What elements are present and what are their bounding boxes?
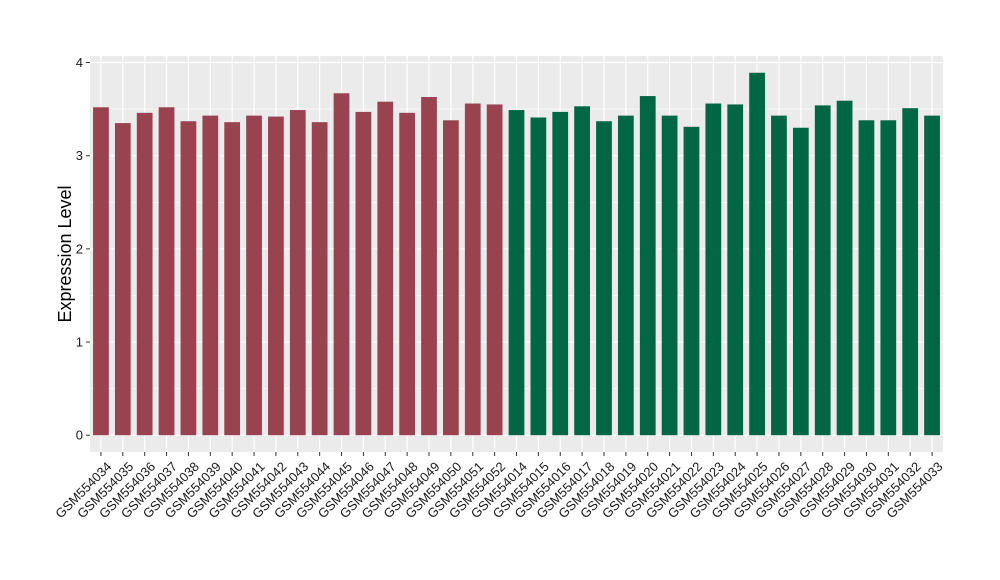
bar bbox=[771, 115, 787, 436]
bar bbox=[814, 105, 831, 436]
y-tick-label: 1 bbox=[76, 335, 83, 350]
bar bbox=[661, 115, 678, 436]
bar bbox=[596, 121, 612, 436]
bar bbox=[333, 93, 350, 436]
bar-layer bbox=[93, 72, 940, 436]
y-axis-title: Expression Level bbox=[55, 185, 75, 322]
bar bbox=[399, 112, 416, 436]
bar bbox=[93, 107, 109, 436]
bar bbox=[180, 121, 197, 436]
bar bbox=[508, 110, 525, 436]
bar bbox=[727, 104, 744, 436]
bar bbox=[158, 107, 175, 436]
bar bbox=[421, 96, 437, 436]
bar bbox=[136, 112, 153, 436]
bar bbox=[224, 122, 241, 436]
y-tick-label: 3 bbox=[76, 148, 83, 163]
y-tick-label: 2 bbox=[76, 241, 83, 256]
bar bbox=[443, 120, 459, 436]
bar bbox=[574, 106, 590, 436]
bar bbox=[202, 115, 219, 436]
y-axis: 0 1 2 3 4 bbox=[76, 55, 90, 443]
bar bbox=[749, 72, 765, 436]
bar bbox=[377, 101, 394, 436]
y-tick-label: 0 bbox=[76, 428, 83, 443]
bar bbox=[530, 117, 547, 436]
bar bbox=[552, 111, 569, 436]
bar bbox=[902, 108, 919, 436]
x-axis: GSM554034GSM554035GSM554036GSM554037GSM5… bbox=[52, 452, 946, 521]
bar bbox=[246, 115, 262, 436]
bar bbox=[639, 96, 656, 436]
bar bbox=[924, 115, 940, 436]
bar bbox=[486, 104, 503, 436]
bar bbox=[289, 110, 306, 436]
bar bbox=[268, 116, 284, 436]
bar bbox=[792, 127, 809, 436]
y-tick-label: 4 bbox=[76, 55, 83, 70]
bar bbox=[355, 111, 372, 436]
bar bbox=[114, 123, 131, 436]
bar bbox=[683, 126, 700, 436]
bar bbox=[858, 120, 875, 436]
bar bbox=[311, 122, 328, 436]
bar bbox=[880, 120, 897, 436]
bar bbox=[705, 103, 722, 436]
bar bbox=[836, 100, 853, 436]
bar bbox=[617, 115, 634, 436]
bar bbox=[464, 103, 481, 436]
